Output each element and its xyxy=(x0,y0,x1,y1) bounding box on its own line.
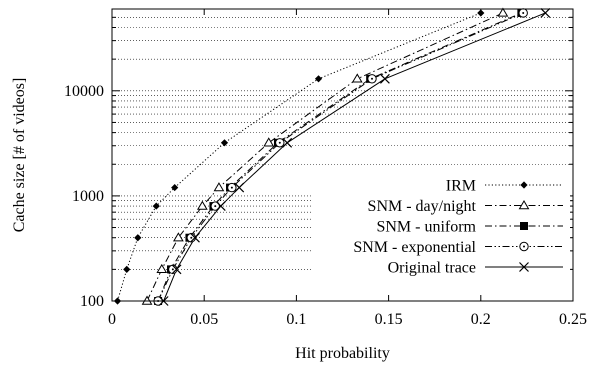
point-marker-dot xyxy=(171,268,174,271)
point-marker xyxy=(213,182,225,192)
point-marker xyxy=(351,73,363,83)
point-marker xyxy=(282,137,293,148)
point-marker xyxy=(497,7,509,17)
point-marker xyxy=(518,200,530,210)
point-marker xyxy=(263,137,275,147)
point-marker-dot xyxy=(522,11,525,14)
point-marker xyxy=(196,200,208,210)
legend-label: IRM xyxy=(446,178,476,195)
point-marker xyxy=(519,262,529,272)
legend: IRM SNM - day/night SNM - uniform SNM - exp… xyxy=(313,173,570,288)
x-tick-label: 0.1 xyxy=(286,311,306,328)
point-marker xyxy=(152,202,160,210)
plot-frame xyxy=(111,8,574,302)
legend-background xyxy=(313,173,570,288)
y-tick-label: 10000 xyxy=(64,83,104,100)
point-marker xyxy=(173,232,184,242)
series-lines xyxy=(117,12,546,302)
point-marker-dot xyxy=(371,77,374,80)
legend-label: SNM - exponential xyxy=(353,239,476,256)
x-tick-label: 0.05 xyxy=(190,311,218,328)
point-marker xyxy=(123,265,131,273)
point-marker xyxy=(220,139,229,147)
series-line xyxy=(157,12,524,302)
x-tick-label: 0.25 xyxy=(559,311,587,328)
point-marker xyxy=(520,222,528,230)
point-marker xyxy=(190,232,200,243)
x-tick-label: 0 xyxy=(108,311,116,328)
point-marker xyxy=(141,295,153,305)
legend-label: SNM - uniform xyxy=(376,219,476,236)
x-tick-label: 0.15 xyxy=(375,311,403,328)
point-marker-dot xyxy=(214,205,217,208)
point-marker xyxy=(171,264,182,275)
point-marker-dot xyxy=(190,236,193,239)
point-marker xyxy=(215,201,226,212)
y-tick-label: 1000 xyxy=(72,188,104,205)
x-axis-label: Hit probability xyxy=(295,345,390,362)
point-marker xyxy=(314,75,323,83)
legend-label: SNM - day/night xyxy=(368,198,477,215)
axis-ticks: 0 0.05 0.1 0.15 0.2 0.25 100 1000 10000 xyxy=(64,8,587,328)
point-marker xyxy=(540,8,551,18)
point-marker xyxy=(234,182,245,193)
series-line xyxy=(163,12,546,302)
point-marker xyxy=(134,234,142,242)
y-tick-label: 100 xyxy=(80,293,104,310)
point-marker xyxy=(520,181,528,189)
series-line xyxy=(146,12,504,302)
series-line xyxy=(157,12,522,302)
point-marker xyxy=(379,73,390,84)
point-marker-dot xyxy=(230,186,233,189)
series-line xyxy=(117,12,481,302)
point-marker xyxy=(171,183,179,192)
legend-label: Original trace xyxy=(388,260,476,277)
y-axis-label: Cache size [# of videos] xyxy=(11,78,28,233)
point-marker xyxy=(156,263,168,274)
point-marker-dot xyxy=(523,245,525,248)
x-tick-label: 0.2 xyxy=(471,311,491,328)
point-marker-dot xyxy=(278,141,281,144)
